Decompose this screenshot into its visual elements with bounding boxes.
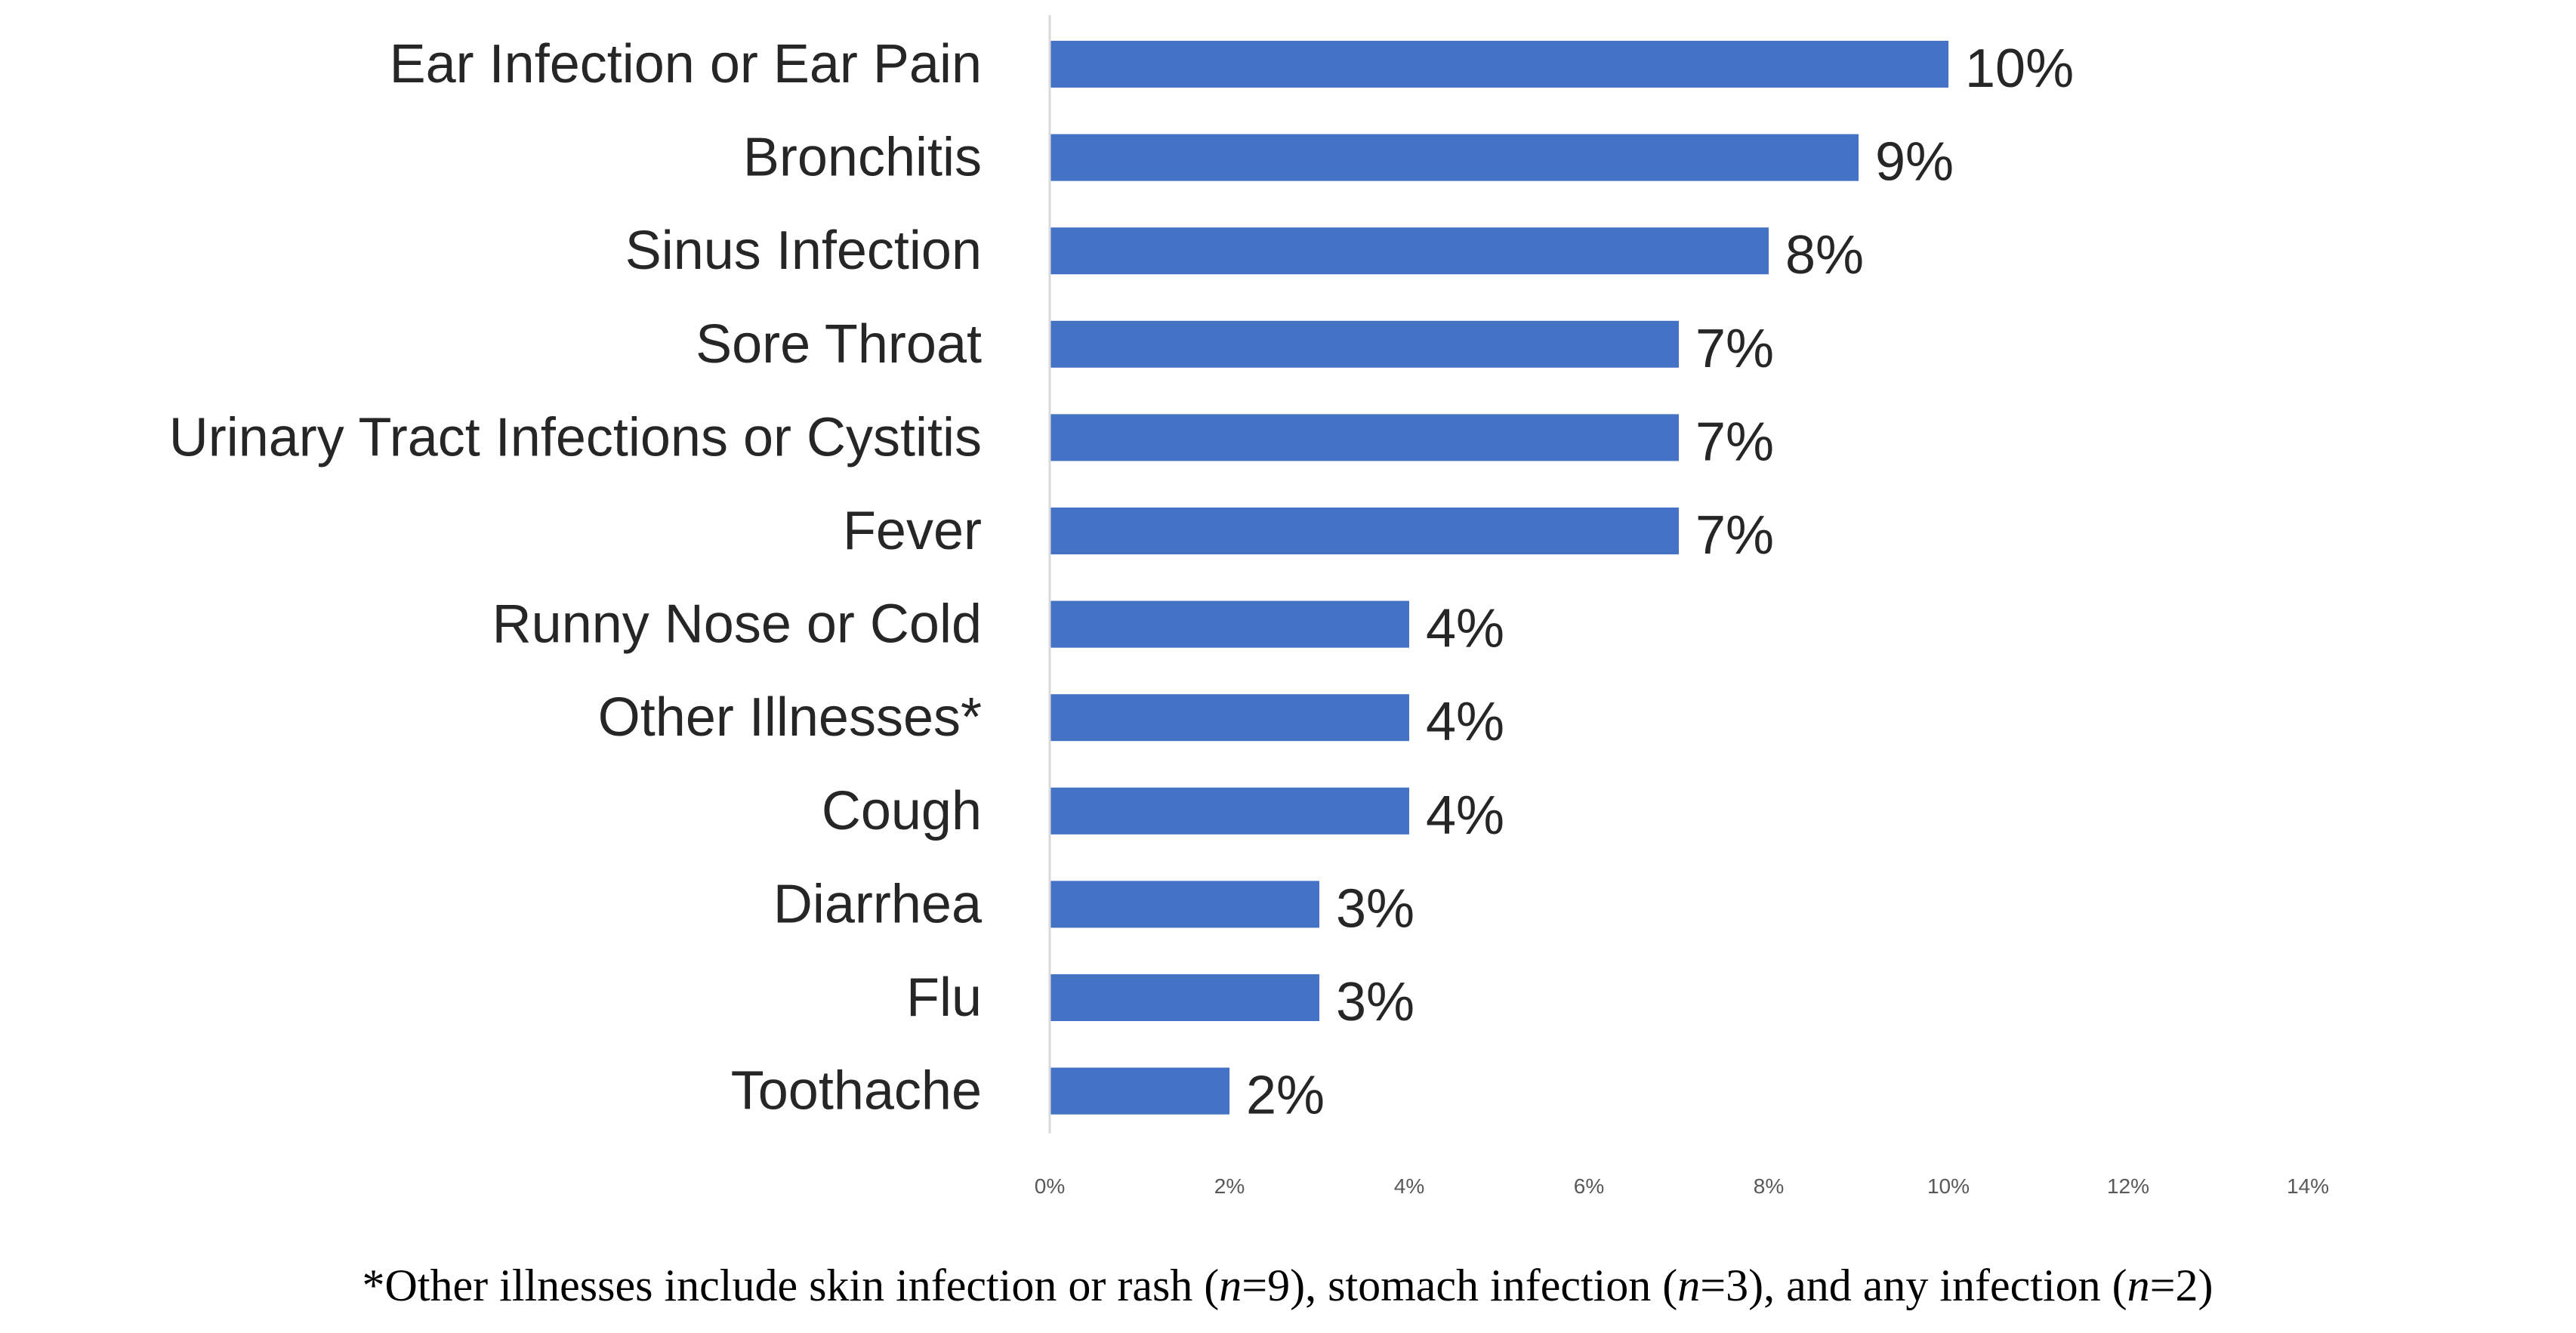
x-tick-label: 0% <box>1035 1174 1065 1198</box>
data-label: 3% <box>1336 878 1414 939</box>
category-labels: Ear Infection or Ear Pain Bronchitis Sinus… <box>169 34 983 1122</box>
bar <box>1050 320 1679 368</box>
x-axis-tick-labels: 0% 2% 4% 6% 8% 10% 12% 14% <box>1035 1174 2329 1198</box>
category-label: Urinary Tract Infections or Cystitis <box>169 407 982 467</box>
x-tick-label: 10% <box>1927 1174 1970 1198</box>
bar <box>1050 787 1409 835</box>
data-label: 9% <box>1875 132 1954 193</box>
category-label: Sore Throat <box>696 314 982 375</box>
bar <box>1050 134 1859 181</box>
category-label: Flu <box>906 967 982 1028</box>
footnote-part: =3), and any infection ( <box>1700 1260 2127 1310</box>
x-tick-label: 2% <box>1214 1174 1245 1198</box>
category-label: Runny Nose or Cold <box>492 594 982 655</box>
category-label: Fever <box>843 501 982 561</box>
x-tick-label: 12% <box>2107 1174 2149 1198</box>
bar <box>1050 414 1679 461</box>
data-label: 4% <box>1426 692 1504 752</box>
data-labels: 10%9%8%7%7%7%4%4%4%3%3%2% <box>1246 39 2074 1126</box>
category-label: Ear Infection or Ear Pain <box>390 34 982 94</box>
bar <box>1050 974 1319 1021</box>
data-label: 7% <box>1695 319 1774 379</box>
bar <box>1050 41 1948 88</box>
data-label: 3% <box>1336 972 1414 1032</box>
x-tick-label: 14% <box>2287 1174 2329 1198</box>
data-label: 7% <box>1695 412 1774 472</box>
footnote-part: =2) <box>2150 1260 2214 1310</box>
data-label: 2% <box>1246 1066 1325 1126</box>
bar <box>1050 694 1409 742</box>
data-label: 10% <box>1965 39 2074 99</box>
category-label: Sinus Infection <box>625 221 982 281</box>
footnote-part: n <box>2127 1260 2150 1310</box>
data-label: 8% <box>1785 225 1864 285</box>
data-label: 7% <box>1695 505 1774 566</box>
category-label: Cough <box>822 781 982 841</box>
category-label: Bronchitis <box>743 128 982 188</box>
data-label: 4% <box>1426 599 1504 659</box>
bar <box>1050 227 1769 275</box>
data-label: 4% <box>1426 785 1504 846</box>
category-label: Other Illnesses* <box>598 687 982 748</box>
bar <box>1050 881 1319 928</box>
footnote-part: n <box>1677 1260 1700 1310</box>
footnote-part: =9), stomach infection ( <box>1242 1260 1677 1310</box>
bar <box>1050 1067 1229 1115</box>
bars-layer <box>1050 41 1948 1115</box>
category-label: Diarrhea <box>773 874 983 934</box>
bar <box>1050 600 1409 648</box>
x-tick-label: 6% <box>1574 1174 1604 1198</box>
category-label: Toothache <box>731 1061 982 1122</box>
footnote: *Other illnesses include skin infection … <box>362 1260 2214 1310</box>
footnote-part: *Other illnesses include skin infection … <box>362 1260 1220 1310</box>
x-tick-label: 8% <box>1754 1174 1784 1198</box>
bar <box>1050 508 1679 554</box>
footnote-part: n <box>1219 1260 1242 1310</box>
x-tick-label: 4% <box>1394 1174 1424 1198</box>
